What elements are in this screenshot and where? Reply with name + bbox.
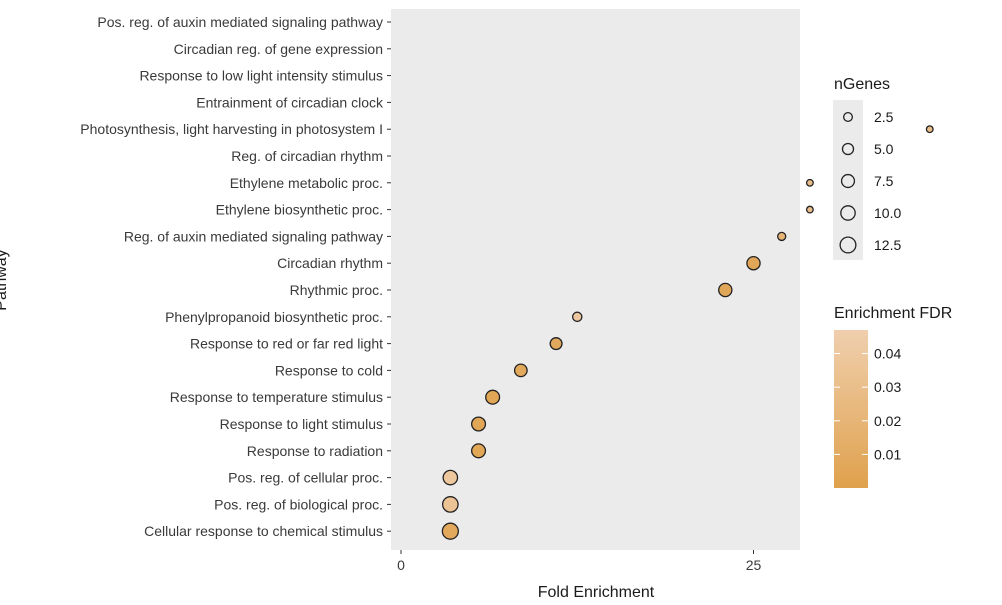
- size-legend-label: 12.5: [874, 237, 901, 253]
- y-tick-label: Response to red or far red light: [190, 336, 383, 352]
- x-tick-label: 0: [397, 557, 405, 573]
- data-point: [805, 205, 814, 214]
- data-point: [485, 389, 501, 405]
- y-tick-label: Response to radiation: [247, 443, 383, 459]
- data-point: [441, 522, 459, 540]
- y-tick-label: Circadian reg. of gene expression: [174, 41, 383, 57]
- colorbar-label: 0.04: [874, 346, 901, 362]
- data-point: [746, 255, 761, 271]
- y-tick-label: Entrainment of circadian clock: [196, 94, 384, 110]
- y-axis-title: Pathway: [0, 249, 10, 310]
- data-point: [718, 282, 733, 298]
- size-legend-key-bg: [833, 100, 863, 260]
- plot-panel: [391, 9, 800, 550]
- size-legend: nGenes 2.5 5.0 7.5 10.0 12.5: [833, 76, 901, 260]
- colorbar-label: 0.02: [874, 413, 901, 429]
- y-tick-label: Response to temperature stimulus: [170, 389, 383, 405]
- y-tick-label: Ethylene metabolic proc.: [230, 175, 383, 191]
- data-point: [925, 125, 934, 134]
- y-tick-label: Response to low light intensity stimulus: [139, 68, 383, 84]
- y-tick-label: Ethylene biosynthetic proc.: [216, 202, 383, 218]
- y-tick-label: Phenylpropanoid biosynthetic proc.: [165, 309, 383, 325]
- x-axis: 0255075: [397, 550, 762, 573]
- data-point: [441, 496, 459, 513]
- data-point: [470, 416, 487, 432]
- size-legend-key: [839, 236, 857, 254]
- data-point: [571, 311, 583, 323]
- y-tick-label: Circadian rhythm: [277, 255, 383, 271]
- y-tick-label: Cellular response to chemical stimulus: [144, 523, 383, 539]
- size-legend-label: 10.0: [874, 205, 901, 221]
- size-legend-key: [843, 112, 853, 122]
- size-legend-key: [841, 142, 855, 156]
- y-tick-label: Pos. reg. of auxin mediated signaling pa…: [97, 14, 383, 30]
- y-tick-label: Pos. reg. of biological proc.: [214, 496, 383, 512]
- data-point: [513, 363, 528, 378]
- size-legend-label: 2.5: [874, 109, 894, 125]
- data-point: [442, 469, 459, 486]
- y-axis: Pos. reg. of auxin mediated signaling pa…: [80, 14, 391, 539]
- data-point: [470, 443, 487, 459]
- color-legend-colorbar: [834, 330, 868, 488]
- colorbar-label: 0.03: [874, 379, 901, 395]
- data-points: [441, 125, 934, 540]
- size-legend-label: 5.0: [874, 141, 894, 157]
- y-tick-label: Response to light stimulus: [220, 416, 383, 432]
- x-axis-title: Fold Enrichment: [538, 584, 655, 601]
- data-point: [549, 337, 563, 351]
- y-tick-label: Rhythmic proc.: [290, 282, 383, 298]
- y-tick-label: Reg. of auxin mediated signaling pathway: [124, 228, 383, 244]
- colorbar-label: 0.01: [874, 446, 901, 462]
- x-tick-label: 25: [746, 557, 762, 573]
- size-legend-title: nGenes: [834, 76, 890, 93]
- data-point: [805, 178, 814, 187]
- y-tick-label: Reg. of circadian rhythm: [231, 148, 383, 164]
- y-tick-label: Response to cold: [275, 362, 383, 378]
- data-point: [777, 231, 787, 242]
- y-tick-label: Photosynthesis, light harvesting in phot…: [80, 121, 383, 137]
- size-legend-label: 7.5: [874, 173, 894, 189]
- size-legend-key: [840, 205, 856, 221]
- size-legend-key: [840, 173, 856, 189]
- color-legend-title: Enrichment FDR: [834, 305, 952, 322]
- color-legend: Enrichment FDR 0.01 0.02 0.03 0.04: [834, 305, 952, 488]
- y-tick-label: Pos. reg. of cellular proc.: [228, 470, 383, 486]
